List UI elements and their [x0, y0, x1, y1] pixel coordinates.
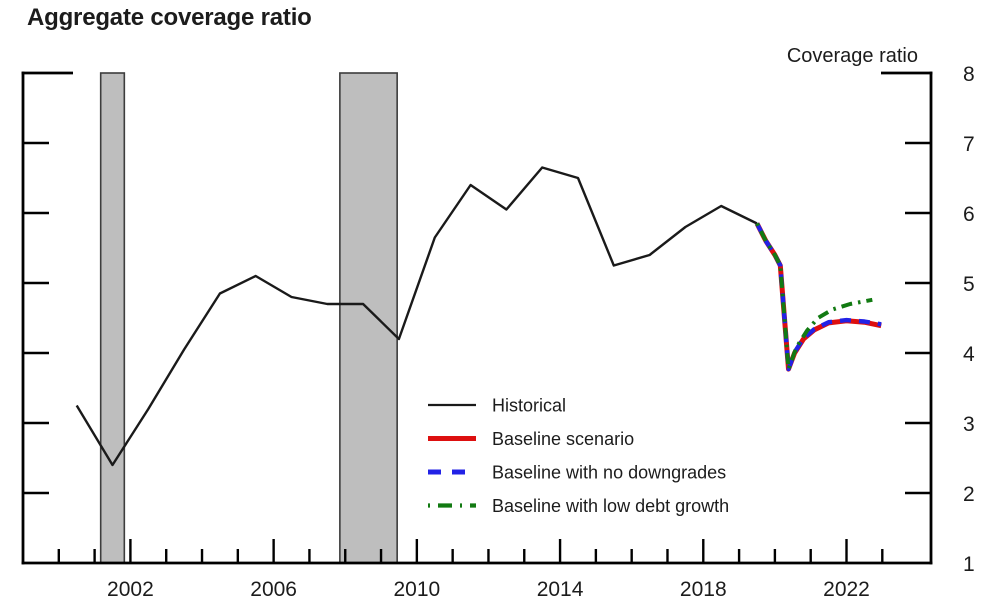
y-axis-ticks	[23, 141, 931, 495]
data-series	[75, 166, 882, 467]
y-tick-label: 5	[963, 273, 975, 296]
y-axis-unit-label: Coverage ratio	[786, 45, 918, 67]
legend-item-low-debt-growth: Baseline with low debt growth	[428, 496, 729, 516]
y-tick-label: 2	[963, 483, 975, 506]
x-axis-labels: 2002 2006 2010 2014 2018 2022	[107, 578, 870, 601]
x-tick-label: 2022	[823, 578, 870, 601]
legend-label-no-downgrades: Baseline with no downgrades	[492, 463, 726, 483]
series-line-baseline-with-low-debt-growth	[755, 222, 873, 372]
series-line-baseline-with-no-downgrades	[755, 222, 882, 372]
x-tick-label: 2010	[393, 578, 440, 601]
series-line-baseline-scenario	[754, 222, 882, 372]
y-axis-labels: 1 2 3 4 5 6 7 8	[963, 63, 975, 576]
x-tick-label: 2006	[250, 578, 297, 601]
plot-frame	[21, 71, 933, 565]
x-axis-ticks	[57, 539, 884, 563]
series-line-historical	[75, 166, 758, 467]
y-tick-label: 1	[963, 553, 975, 576]
y-tick-label: 4	[963, 343, 975, 366]
legend-label-baseline-scenario: Baseline scenario	[492, 429, 634, 449]
legend-label-historical: Historical	[492, 396, 566, 416]
y-tick-label: 8	[963, 63, 975, 86]
legend: Historical Baseline scenario Baseline wi…	[428, 396, 729, 516]
y-tick-label: 6	[963, 203, 975, 226]
chart-title: Aggregate coverage ratio	[27, 4, 312, 31]
legend-item-no-downgrades: Baseline with no downgrades	[428, 463, 726, 483]
y-tick-label: 3	[963, 413, 975, 436]
recession-bands	[99, 72, 398, 564]
x-tick-label: 2014	[537, 578, 584, 601]
legend-label-low-debt-growth: Baseline with low debt growth	[492, 496, 729, 516]
legend-item-historical: Historical	[428, 396, 566, 416]
legend-item-baseline-scenario: Baseline scenario	[428, 429, 634, 449]
x-tick-label: 2002	[107, 578, 154, 601]
y-tick-label: 7	[963, 133, 975, 156]
x-tick-label: 2018	[680, 578, 727, 601]
recession-band	[339, 72, 398, 564]
recession-band	[99, 72, 126, 564]
